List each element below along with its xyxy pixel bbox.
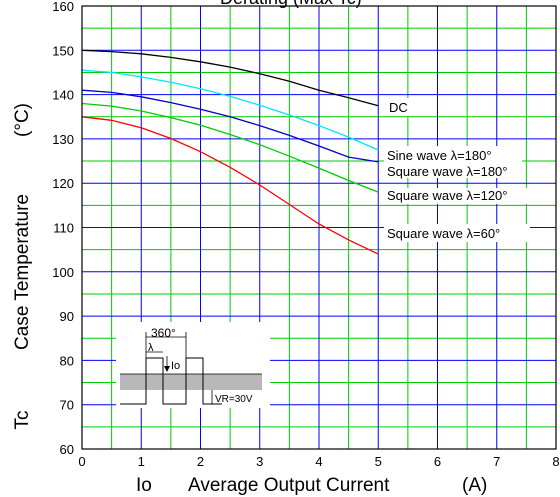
inset-io-arrowhead bbox=[164, 366, 170, 372]
label-sq60: Square wave λ=60° bbox=[387, 226, 500, 241]
x-tick-label: 3 bbox=[256, 454, 263, 469]
x-tick-label: 8 bbox=[552, 454, 559, 469]
series-line-4 bbox=[81, 116, 379, 255]
y-tick-label: 160 bbox=[52, 0, 74, 14]
y-axis-label: Case Temperature bbox=[12, 194, 33, 350]
x-axis-prefix: Io bbox=[136, 475, 152, 496]
y-tick-label: 140 bbox=[52, 88, 74, 103]
y-axis-prefix: Tc bbox=[12, 411, 33, 430]
label-sine180: Sine wave λ=180° bbox=[387, 148, 492, 163]
label-bg-sq120 bbox=[384, 188, 534, 204]
label-bg-sine180 bbox=[384, 146, 522, 178]
inset-lambda-label: λ bbox=[148, 342, 154, 354]
label-bg-dc bbox=[384, 98, 416, 116]
inset-period-label: 360° bbox=[151, 326, 176, 340]
x-axis-label: Average Output Current bbox=[188, 475, 390, 496]
x-tick-label: 0 bbox=[78, 454, 85, 469]
series-line-0 bbox=[81, 49, 379, 107]
x-tick-label: 2 bbox=[197, 454, 204, 469]
x-tick-label: 6 bbox=[434, 454, 441, 469]
label-bg-sq60 bbox=[384, 224, 530, 242]
label-sq120: Square wave λ=120° bbox=[387, 188, 507, 203]
x-tick-label: 7 bbox=[493, 454, 500, 469]
x-axis-unit: (A) bbox=[462, 475, 487, 496]
y-tick-label: 100 bbox=[52, 265, 74, 280]
y-tick-label: 120 bbox=[52, 176, 74, 191]
y-tick-label: 150 bbox=[52, 43, 74, 58]
inset-shaded-band bbox=[120, 374, 262, 390]
label-dc: DC bbox=[389, 100, 408, 115]
y-tick-label: 60 bbox=[60, 442, 74, 457]
y-tick-label: 70 bbox=[60, 398, 74, 413]
y-tick-label: 90 bbox=[60, 309, 74, 324]
plot-frame bbox=[81, 5, 557, 450]
series-line-3 bbox=[81, 102, 379, 193]
series-line-1 bbox=[81, 69, 379, 151]
y-tick-label: 80 bbox=[60, 353, 74, 368]
inset-vr-label: VR=30V bbox=[215, 394, 253, 405]
tick-labels: 0 1 2 3 4 5 6 7 8 60 70 80 90 100 110 120 130 140 150 160 bbox=[52, 0, 559, 469]
inset-background bbox=[116, 322, 270, 408]
waveform-inset: 360° λ Io VR=30V bbox=[116, 322, 270, 408]
y-tick-label: 110 bbox=[53, 221, 74, 236]
series-line-2 bbox=[81, 89, 379, 163]
label-sq180: Square wave λ=180° bbox=[387, 164, 507, 179]
x-tick-label: 1 bbox=[138, 454, 145, 469]
x-tick-label: 4 bbox=[315, 454, 322, 469]
inset-square-wave bbox=[120, 357, 222, 405]
x-tick-label: 5 bbox=[375, 454, 382, 469]
y-axis-unit: (°C) bbox=[12, 103, 33, 137]
series-layer bbox=[81, 49, 379, 255]
chart-title: Derating (Max Tc) bbox=[220, 0, 362, 8]
inset-io-label: Io bbox=[171, 360, 180, 372]
y-tick-label: 130 bbox=[52, 132, 74, 147]
